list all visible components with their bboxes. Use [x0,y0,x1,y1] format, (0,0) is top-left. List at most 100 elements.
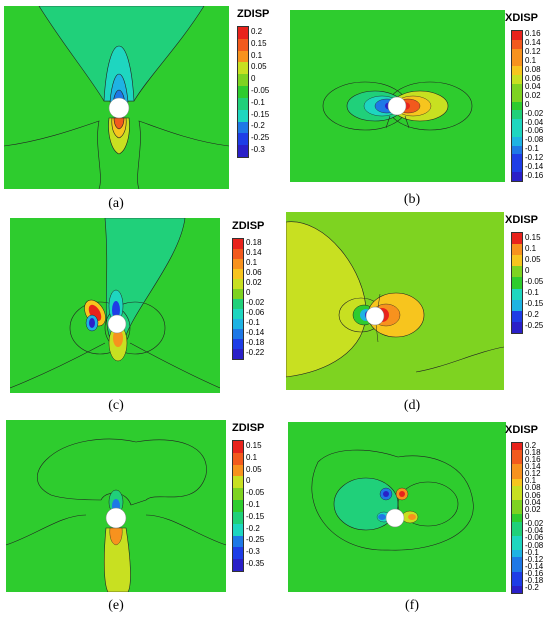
colorbar-swatch [512,145,522,155]
colorbar-tick-label: -0.1 [246,318,260,327]
colorbar-tick-label: -0.12 [525,554,544,564]
colorbar-swatch [233,299,243,309]
colorbar-swatch [512,154,522,164]
circular-cavity [107,314,127,334]
colorbar-swatch [512,244,522,256]
caption-a: (a) [108,196,124,211]
contour-region [109,73,129,103]
colorbar-swatch [512,514,522,522]
caption-e: (e) [108,598,124,613]
contour-svg-f [288,422,506,592]
colorbar-tick-label: -0.06 [525,126,544,136]
contour-region [408,514,416,520]
colorbar-swatch [512,119,522,128]
caption-c: (c) [108,398,124,413]
colorbar [232,440,244,572]
contour-region [112,301,120,319]
colorbar-tick-label: -0.16 [525,170,544,180]
colorbar-swatch [233,309,243,319]
colorbar-swatch [233,339,243,349]
colorbar-swatch [238,74,248,87]
colorbar-swatch [233,559,243,571]
colorbar-tick-label: 0.02 [525,91,541,101]
colorbar-tick-label: -0.02 [246,298,265,307]
colorbar-swatch [512,457,522,465]
colorbar-swatch [233,349,243,359]
colorbar-swatch [233,239,243,249]
colorbar-tick-label: 0.14 [525,38,541,48]
colorbar [511,442,523,594]
colorbar-tick-label: 0.1 [525,243,537,253]
legend-title: XDISP [505,12,539,24]
colorbar-tick-label: -0.2 [246,523,260,533]
contour-svg-b [290,10,505,182]
colorbar-tick-label: 0.05 [525,254,541,264]
colorbar-tick-label: 0.15 [251,38,267,48]
colorbar-tick-label: 0.2 [525,440,537,450]
legend-title: XDISP [505,424,539,436]
colorbar-tick-label: -0.3 [251,145,265,155]
colorbar-swatch [512,571,522,579]
colorbar-tick-label: -0.1 [525,288,539,298]
contour-line [10,342,220,389]
colorbar-tick-label: 0 [246,476,251,486]
colorbar-swatch [512,92,522,102]
circular-cavity [105,507,127,529]
contour-line [375,293,381,343]
colorbar-tick-label: 0.14 [525,462,541,471]
contour-line [6,514,226,546]
colorbar-tick-label: -0.25 [525,321,544,331]
colorbar-swatch [233,249,243,259]
colorbar [232,238,244,360]
colorbar-tick-label: -0.15 [251,109,270,119]
colorbar-swatch [512,31,522,40]
colorbar-tick-label: -0.1 [525,144,539,154]
colorbar-swatch [512,288,522,300]
colorbar-tick-label: -0.2 [251,121,265,131]
colorbar-swatch [512,310,522,322]
colorbar-swatch [512,500,522,508]
colorbar-tick-label: 0.08 [525,483,541,493]
colorbar-tick-label: -0.22 [246,348,265,357]
colorbar-swatch [512,443,522,451]
colorbar-tick-label: -0.06 [246,308,265,317]
colorbar-swatch [233,547,243,560]
colorbar-swatch [233,269,243,279]
colorbar-tick-label: -0.08 [525,135,544,145]
contour-plot-d [286,212,504,390]
colorbar-tick-label: -0.1 [251,97,265,107]
contour-svg-d [286,212,504,390]
contour-plot-f [288,422,506,592]
colorbar-swatch [512,321,522,333]
colorbar-swatch [238,38,248,51]
colorbar-tick-label: -0.02 [525,108,544,118]
colorbar-tick-label: -0.2 [525,583,539,593]
colorbar-tick-label: -0.05 [246,488,265,498]
colorbar-tick-label: -0.12 [525,152,544,162]
colorbar-tick-label: -0.2 [525,310,539,320]
colorbar-tick-label: 0 [525,512,530,521]
colorbar-tick-label: -0.18 [525,576,544,586]
colorbar-swatch [512,83,522,93]
contour-line [104,301,166,355]
colorbar-swatch [512,521,522,529]
colorbar-tick-label: 0.16 [525,454,541,464]
circular-cavity [108,97,130,119]
colorbar-tick-label: 0.12 [525,47,541,57]
colorbar-tick-label: -0.15 [525,299,544,309]
colorbar-swatch [512,507,522,515]
colorbar-swatch [512,299,522,311]
legend-title: ZDISP [232,220,265,232]
colorbar-tick-label: 0.1 [525,476,537,486]
field-background [290,10,505,182]
colorbar-tick-label: 0.08 [525,64,541,74]
legend-title: XDISP [505,214,539,226]
colorbar-swatch [512,471,522,479]
colorbar-swatch [512,266,522,278]
colorbar-tick-label: 0.04 [525,497,541,507]
colorbar-swatch [233,488,243,501]
contour-line [69,301,131,355]
contour-region [113,117,125,130]
circular-cavity [387,96,407,116]
colorbar-swatch [233,452,243,465]
